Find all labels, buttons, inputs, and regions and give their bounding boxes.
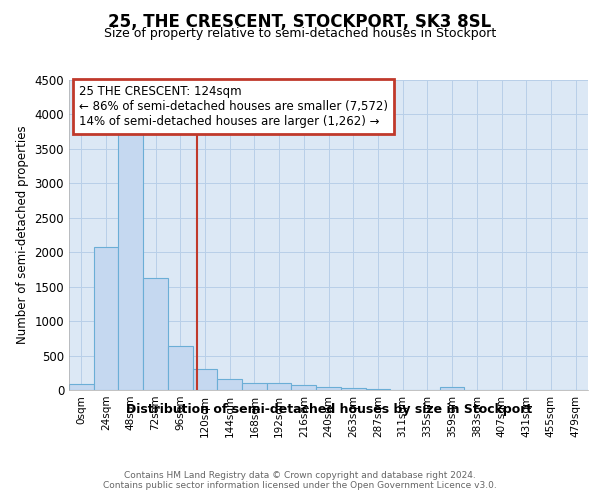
- Bar: [193, 370, 217, 390]
- Text: Distribution of semi-detached houses by size in Stockport: Distribution of semi-detached houses by …: [125, 402, 532, 415]
- Bar: [365, 388, 390, 390]
- Text: Contains HM Land Registry data © Crown copyright and database right 2024.
Contai: Contains HM Land Registry data © Crown c…: [103, 470, 497, 490]
- Bar: [168, 346, 193, 390]
- Bar: [94, 248, 118, 390]
- Text: 25 THE CRESCENT: 124sqm
← 86% of semi-detached houses are smaller (7,572)
14% of: 25 THE CRESCENT: 124sqm ← 86% of semi-de…: [79, 84, 388, 128]
- Bar: [341, 388, 365, 390]
- Bar: [242, 383, 267, 390]
- Text: 25, THE CRESCENT, STOCKPORT, SK3 8SL: 25, THE CRESCENT, STOCKPORT, SK3 8SL: [109, 12, 491, 30]
- Bar: [118, 134, 143, 390]
- Bar: [292, 385, 316, 390]
- Text: Size of property relative to semi-detached houses in Stockport: Size of property relative to semi-detach…: [104, 28, 496, 40]
- Bar: [217, 380, 242, 390]
- Bar: [69, 384, 94, 390]
- Bar: [143, 278, 168, 390]
- Bar: [316, 386, 341, 390]
- Bar: [440, 387, 464, 390]
- Bar: [267, 384, 292, 390]
- Y-axis label: Number of semi-detached properties: Number of semi-detached properties: [16, 126, 29, 344]
